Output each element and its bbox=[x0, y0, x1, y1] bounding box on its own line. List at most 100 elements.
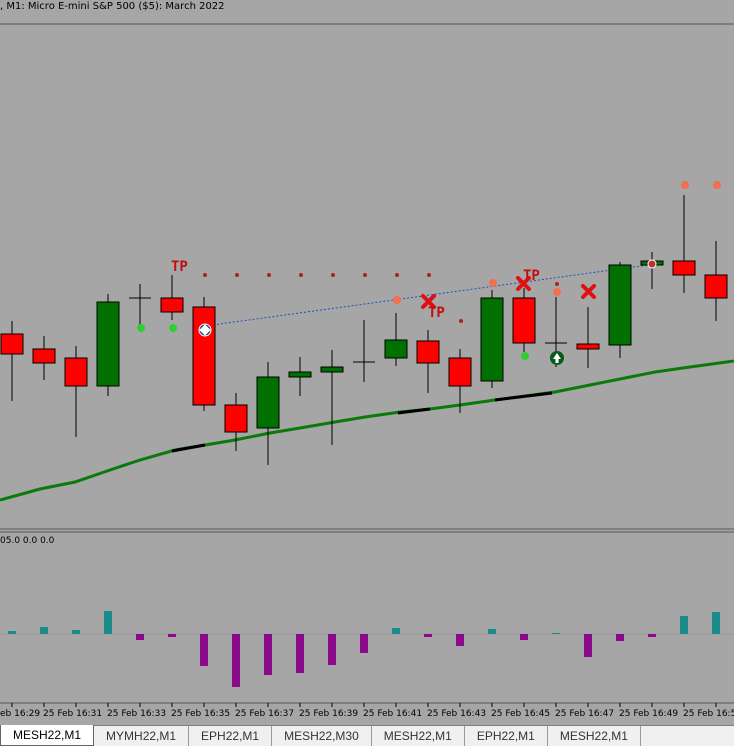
salmon-dot bbox=[681, 181, 689, 189]
x-axis-label: 25 Feb 16:5 bbox=[683, 709, 734, 719]
moving-average-flat-segment bbox=[397, 407, 431, 415]
signal-dots bbox=[137, 181, 721, 360]
histogram-bar bbox=[328, 634, 336, 665]
candle bbox=[288, 357, 312, 396]
candle bbox=[160, 275, 184, 320]
moving-average-line bbox=[0, 359, 734, 502]
exit-markers bbox=[421, 276, 596, 309]
histogram-bar bbox=[456, 634, 464, 646]
x-axis-label: 25 Feb 16:43 bbox=[427, 709, 486, 719]
x-axis-label: 25 Feb 16:39 bbox=[299, 709, 358, 719]
tab-eph22-m1-2[interactable]: EPH22,M1 bbox=[465, 726, 548, 746]
stop-dot bbox=[267, 273, 271, 277]
candles bbox=[0, 195, 728, 465]
candle bbox=[640, 252, 664, 289]
histogram-bar bbox=[168, 634, 176, 637]
x-marker-icon bbox=[516, 276, 531, 291]
x-axis-label: 25 Feb 16:37 bbox=[235, 709, 294, 719]
histogram-bar bbox=[488, 629, 496, 634]
x-marker-icon bbox=[421, 294, 436, 309]
tab-mesh22-m1-2[interactable]: MESH22,M1 bbox=[372, 726, 465, 746]
chart-tab-bar: MESH22,M1 MYMH22,M1 EPH22,M1 MESH22,M30 … bbox=[0, 725, 734, 746]
entry-marker-icon bbox=[647, 259, 657, 269]
histogram-bar bbox=[232, 634, 240, 687]
x-marker-icon bbox=[581, 284, 596, 299]
histogram-bar bbox=[424, 634, 432, 637]
histogram-bar bbox=[552, 633, 560, 634]
candle bbox=[704, 241, 728, 321]
x-axis-label: 25 Feb 16:49 bbox=[619, 709, 678, 719]
histogram-bar bbox=[360, 634, 368, 653]
x-axis: eb 16:29 25 Feb 16:31 25 Feb 16:33 25 Fe… bbox=[0, 703, 734, 719]
candle bbox=[608, 262, 632, 358]
stop-dot bbox=[555, 282, 559, 286]
histogram-bar bbox=[136, 634, 144, 640]
stop-dot bbox=[427, 273, 431, 277]
histogram-bar bbox=[40, 627, 48, 634]
tab-mesh22-m1-3[interactable]: MESH22,M1 bbox=[548, 726, 641, 746]
candle bbox=[224, 393, 248, 451]
moving-average-flat-segment bbox=[494, 391, 553, 402]
histogram-bar bbox=[72, 630, 80, 634]
x-axis-label: 25 Feb 16:35 bbox=[171, 709, 230, 719]
x-axis-label: eb 16:29 bbox=[0, 709, 40, 719]
candle bbox=[129, 284, 151, 327]
tab-mesh22-m30[interactable]: MESH22,M30 bbox=[272, 726, 372, 746]
candle bbox=[448, 349, 472, 413]
candle bbox=[384, 313, 408, 366]
indicator-label: 05.0 0.0 0.0 bbox=[0, 536, 55, 546]
candle bbox=[512, 288, 536, 352]
salmon-dot bbox=[553, 288, 561, 296]
x-axis-label: 25 Feb 16:45 bbox=[491, 709, 550, 719]
stop-dot bbox=[395, 273, 399, 277]
stop-dot bbox=[459, 319, 463, 323]
tp-label: TP bbox=[171, 259, 188, 275]
tp-label: TP bbox=[523, 268, 540, 284]
chart-title: , M1: Micro E-mini S&P 500 ($5): March 2… bbox=[0, 1, 225, 12]
histogram-bar bbox=[296, 634, 304, 673]
histogram-bar bbox=[8, 631, 16, 634]
green-dot bbox=[137, 324, 145, 332]
histogram-bar bbox=[104, 611, 112, 634]
candle bbox=[0, 321, 24, 401]
salmon-dot bbox=[393, 296, 401, 304]
tab-mesh22-m1[interactable]: MESH22,M1 bbox=[0, 725, 95, 746]
chart-canvas: TP TP TP bbox=[0, 23, 734, 719]
tab-mymh22-m1[interactable]: MYMH22,M1 bbox=[94, 726, 190, 746]
tp-label: TP bbox=[428, 305, 445, 321]
candle bbox=[192, 297, 216, 411]
histogram-bar bbox=[680, 616, 688, 634]
candle bbox=[416, 330, 440, 393]
histogram-bar bbox=[520, 634, 528, 640]
stop-dot bbox=[299, 273, 303, 277]
stop-dot bbox=[235, 273, 239, 277]
x-axis-label: 25 Feb 16:33 bbox=[107, 709, 166, 719]
green-dot bbox=[521, 352, 529, 360]
stop-dot bbox=[203, 273, 207, 277]
x-axis-label: 25 Feb 16:41 bbox=[363, 709, 422, 719]
histogram-bar bbox=[616, 634, 624, 641]
stop-dot bbox=[363, 273, 367, 277]
green-dot bbox=[169, 324, 177, 332]
candle bbox=[480, 290, 504, 388]
moving-average-flat-segment bbox=[171, 443, 206, 453]
tab-eph22-m1[interactable]: EPH22,M1 bbox=[189, 726, 273, 746]
x-axis-label: 25 Feb 16:31 bbox=[43, 709, 102, 719]
candle bbox=[353, 320, 375, 382]
histogram-bar bbox=[392, 628, 400, 634]
entry-marker-icon bbox=[198, 323, 212, 337]
histogram-bar bbox=[200, 634, 208, 666]
x-axis-label: 25 Feb 16:47 bbox=[555, 709, 614, 719]
candle bbox=[96, 294, 120, 396]
buy-arrow-icon bbox=[550, 351, 564, 365]
histogram-bar bbox=[712, 612, 720, 634]
histogram-bar bbox=[264, 634, 272, 675]
candle bbox=[672, 195, 696, 293]
histogram-bar bbox=[648, 634, 656, 637]
candle bbox=[320, 350, 344, 445]
salmon-dot bbox=[489, 279, 497, 287]
salmon-dot bbox=[713, 181, 721, 189]
chart-area[interactable]: , M1: Micro E-mini S&P 500 ($5): March 2… bbox=[0, 0, 734, 724]
histogram bbox=[8, 611, 720, 687]
stop-dot bbox=[331, 273, 335, 277]
